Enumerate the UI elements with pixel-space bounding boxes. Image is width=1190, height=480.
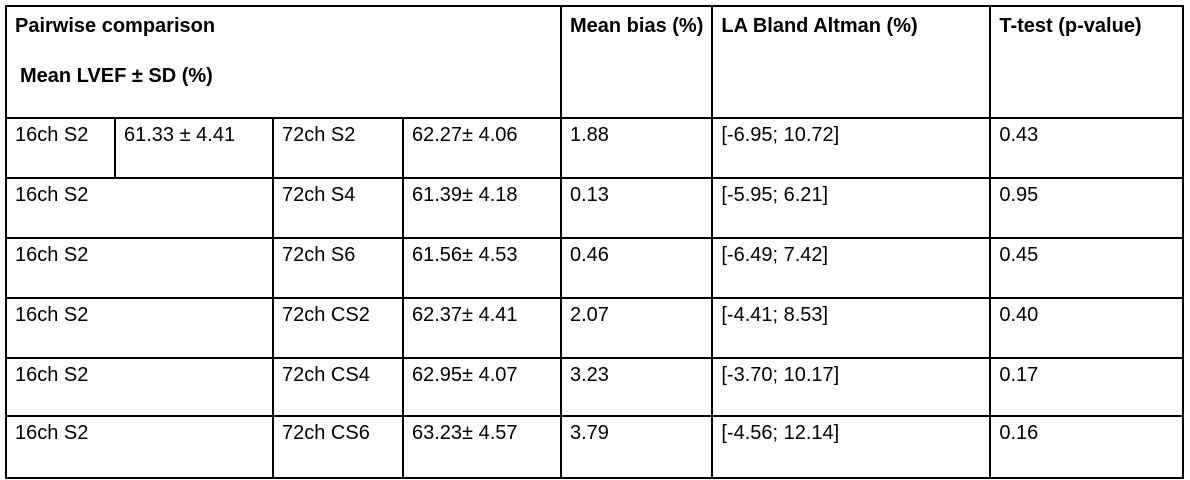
cmp-label-cell: 72ch CS2 bbox=[272, 297, 404, 359]
table-row: 16ch S2 72ch CS4 62.95± 4.07 3.23 [-3.70… bbox=[5, 357, 1185, 417]
header-row: Pairwise comparison Mean LVEF ± SD (%) M… bbox=[5, 5, 1185, 119]
cmp-value-cell: 61.39± 4.18 bbox=[402, 177, 562, 239]
p-value-cell: 0.17 bbox=[989, 357, 1185, 417]
header-mean-bias: Mean bias (%) bbox=[559, 5, 714, 119]
bland-altman-cell: [-3.70; 10.17] bbox=[711, 357, 992, 417]
header-lvef-subtitle: Mean LVEF ± SD (%) bbox=[20, 65, 213, 87]
cmp-value-cell: 63.23± 4.57 bbox=[402, 415, 562, 479]
p-value-cell: 0.40 bbox=[989, 297, 1185, 359]
ref-label-cell: 16ch S2 bbox=[5, 117, 116, 179]
bland-altman-cell: [-6.95; 10.72] bbox=[711, 117, 992, 179]
mean-bias-cell: 3.79 bbox=[559, 415, 714, 479]
table-row: 16ch S2 72ch CS2 62.37± 4.41 2.07 [-4.41… bbox=[5, 297, 1185, 359]
cmp-label-cell: 72ch CS4 bbox=[272, 357, 404, 417]
mean-bias-cell: 2.07 bbox=[559, 297, 714, 359]
header-pairwise-cell: Pairwise comparison Mean LVEF ± SD (%) bbox=[5, 5, 562, 119]
bland-altman-cell: [-4.41; 8.53] bbox=[711, 297, 992, 359]
mean-bias-cell: 3.23 bbox=[559, 357, 714, 417]
mean-bias-cell: 1.88 bbox=[559, 117, 714, 179]
header-pairwise-title: Pairwise comparison bbox=[15, 15, 216, 37]
mean-bias-cell: 0.13 bbox=[559, 177, 714, 239]
cmp-value-cell: 61.56± 4.53 bbox=[402, 237, 562, 299]
pairwise-comparison-table: Pairwise comparison Mean LVEF ± SD (%) M… bbox=[5, 5, 1185, 479]
bland-altman-cell: [-4.56; 12.14] bbox=[711, 415, 992, 479]
header-bland-altman: LA Bland Altman (%) bbox=[711, 5, 992, 119]
table-row: 16ch S2 61.33 ± 4.41 72ch S2 62.27± 4.06… bbox=[5, 117, 1185, 179]
cmp-label-cell: 72ch S4 bbox=[272, 177, 404, 239]
ref-label-cell: 16ch S2 bbox=[5, 415, 274, 479]
cmp-label-cell: 72ch CS6 bbox=[272, 415, 404, 479]
cmp-value-cell: 62.95± 4.07 bbox=[402, 357, 562, 417]
cmp-value-cell: 62.27± 4.06 bbox=[402, 117, 562, 179]
ref-label-cell: 16ch S2 bbox=[5, 237, 274, 299]
ref-label-cell: 16ch S2 bbox=[5, 177, 274, 239]
bland-altman-cell: [-6.49; 7.42] bbox=[711, 237, 992, 299]
p-value-cell: 0.43 bbox=[989, 117, 1185, 179]
p-value-cell: 0.95 bbox=[989, 177, 1185, 239]
cmp-label-cell: 72ch S2 bbox=[272, 117, 404, 179]
ref-value-cell: 61.33 ± 4.41 bbox=[114, 117, 274, 179]
cmp-label-cell: 72ch S6 bbox=[272, 237, 404, 299]
p-value-cell: 0.16 bbox=[989, 415, 1185, 479]
table-row: 16ch S2 72ch S6 61.56± 4.53 0.46 [-6.49;… bbox=[5, 237, 1185, 299]
table-row: 16ch S2 72ch S4 61.39± 4.18 0.13 [-5.95;… bbox=[5, 177, 1185, 239]
ref-label-cell: 16ch S2 bbox=[5, 297, 274, 359]
header-ttest: T-test (p-value) bbox=[989, 5, 1185, 119]
ref-label-cell: 16ch S2 bbox=[5, 357, 274, 417]
table-row: 16ch S2 72ch CS6 63.23± 4.57 3.79 [-4.56… bbox=[5, 415, 1185, 479]
mean-bias-cell: 0.46 bbox=[559, 237, 714, 299]
cmp-value-cell: 62.37± 4.41 bbox=[402, 297, 562, 359]
bland-altman-cell: [-5.95; 6.21] bbox=[711, 177, 992, 239]
p-value-cell: 0.45 bbox=[989, 237, 1185, 299]
